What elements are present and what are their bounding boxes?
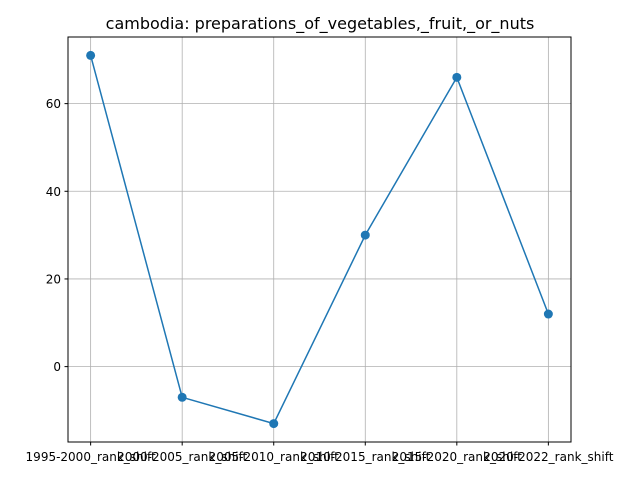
data-point <box>452 72 462 82</box>
data-point <box>360 230 370 240</box>
axes: 0 20 40 60 1995-2000_rank_shift2000-2005_ran… <box>26 36 614 464</box>
y-tick-label: 60 <box>46 97 61 111</box>
plot-frame <box>67 36 572 443</box>
x-tick-label: 2010-2015_rank_shift <box>300 450 430 464</box>
y-tick-label: 0 <box>53 360 61 374</box>
x-tick-label: 2020-2022_rank_shift <box>483 450 613 464</box>
data-point <box>543 309 553 319</box>
data-point <box>177 392 187 402</box>
x-tick-label: 2000-2005_rank_shift <box>117 450 247 464</box>
data-point <box>269 419 279 429</box>
chart-title: cambodia: preparations_of_vegetables,_fr… <box>106 14 535 34</box>
x-tick-label: 2005-2010_rank_shift <box>209 450 339 464</box>
series-layer <box>86 50 553 429</box>
x-tick-label: 2015-2020_rank_shift <box>392 450 522 464</box>
data-point <box>86 50 96 60</box>
y-tick-label: 40 <box>46 185 61 199</box>
y-tick-label: 20 <box>46 272 61 286</box>
x-tick-label: 1995-2000_rank_shift <box>26 450 156 464</box>
series-line <box>89 55 550 425</box>
grid <box>68 37 571 442</box>
